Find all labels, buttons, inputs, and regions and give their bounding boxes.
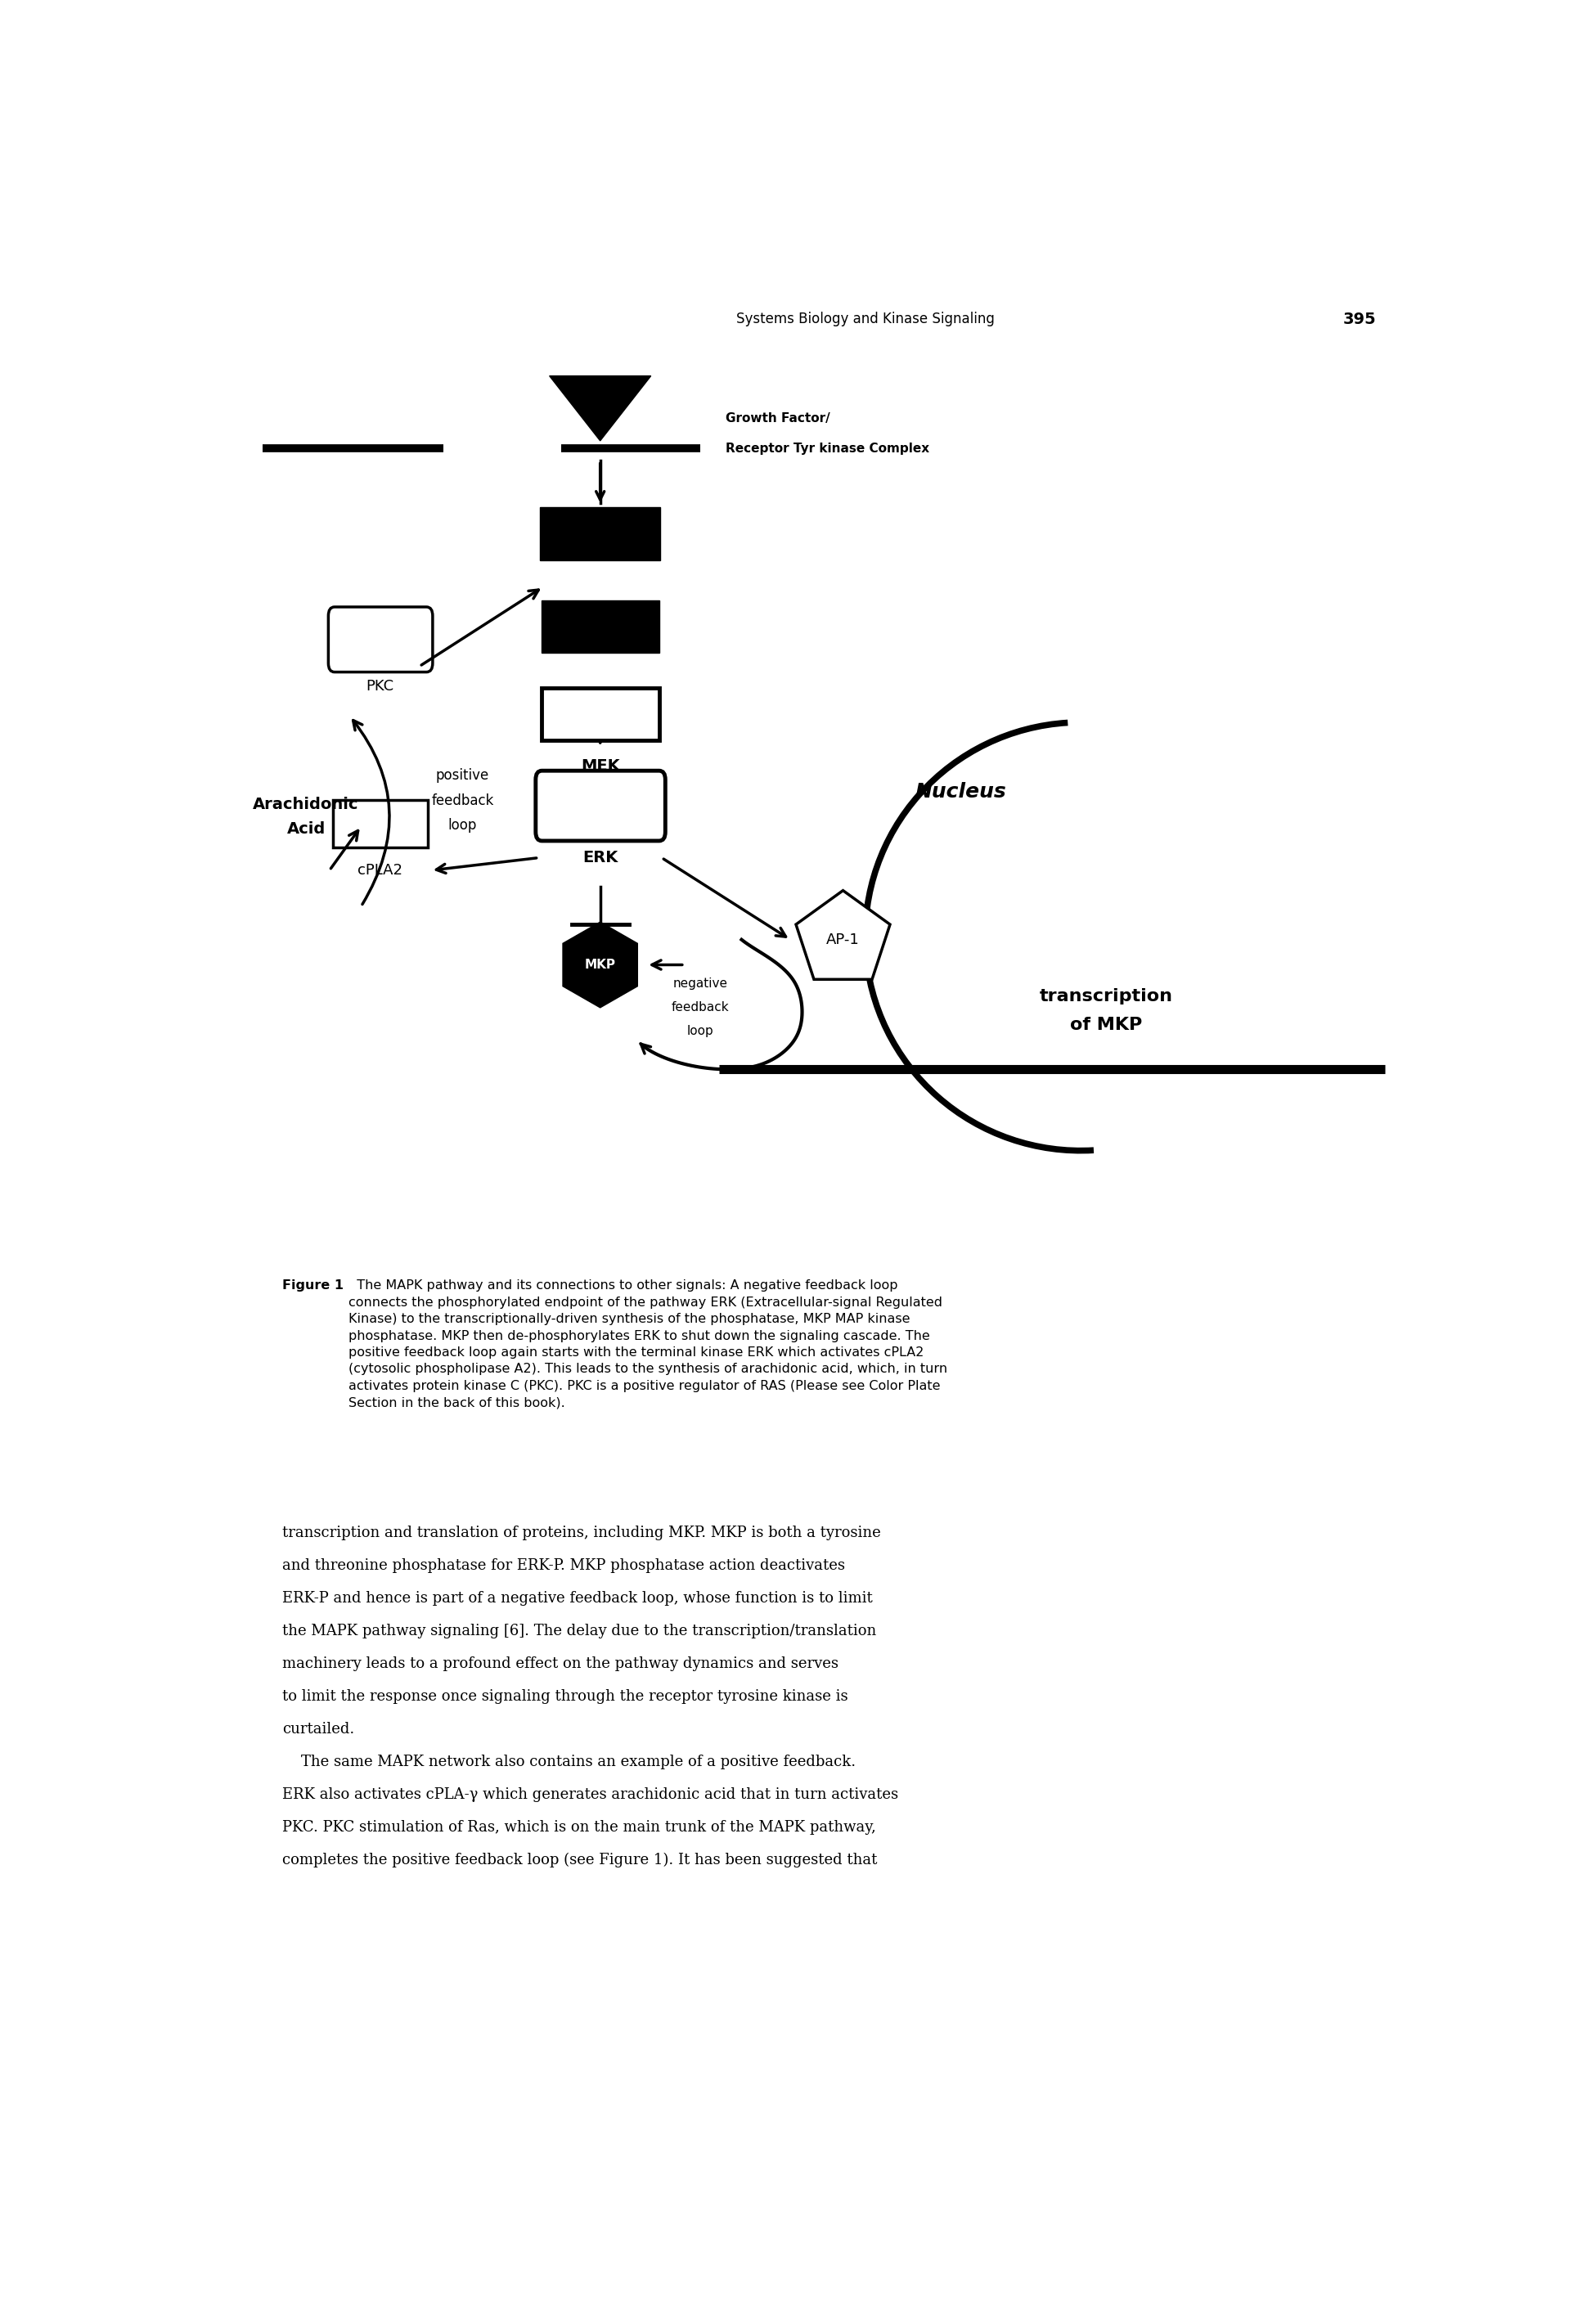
Text: cPLA2: cPLA2 [358,863,402,877]
Text: ERK also activates cPLA-γ which generates arachidonic acid that in turn activate: ERK also activates cPLA-γ which generate… [282,1788,899,1802]
Text: MEK: MEK [581,758,619,775]
Text: positive: positive [436,768,490,784]
Text: AP-1: AP-1 [827,932,860,946]
Text: negative: negative [674,979,728,990]
Text: the MAPK pathway signaling [6]. The delay due to the transcription/translation: the MAPK pathway signaling [6]. The dela… [282,1623,876,1637]
Text: feedback: feedback [672,1002,729,1013]
Text: PKC: PKC [365,679,394,693]
Text: MKP: MKP [584,958,616,972]
Text: PKC. PKC stimulation of Ras, which is on the main trunk of the MAPK pathway,: PKC. PKC stimulation of Ras, which is on… [282,1820,876,1834]
Text: machinery leads to a profound effect on the pathway dynamics and serves: machinery leads to a profound effect on … [282,1656,838,1672]
Text: The MAPK pathway and its connections to other signals: A negative feedback loop
: The MAPK pathway and its connections to … [348,1280,948,1410]
Text: and threonine phosphatase for ERK-P. MKP phosphatase action deactivates: and threonine phosphatase for ERK-P. MKP… [282,1558,844,1572]
Text: loop: loop [448,819,477,833]
Text: completes the positive feedback loop (see Figure 1). It has been suggested that: completes the positive feedback loop (se… [282,1853,876,1867]
FancyBboxPatch shape [543,601,659,652]
Polygon shape [796,890,891,979]
Text: to limit the response once signaling through the receptor tyrosine kinase is: to limit the response once signaling thr… [282,1688,847,1704]
Polygon shape [563,923,637,1009]
FancyBboxPatch shape [332,800,428,846]
Text: transcription and translation of proteins, including MKP. MKP is both a tyrosine: transcription and translation of protein… [282,1526,881,1540]
FancyArrowPatch shape [353,721,389,904]
Text: feedback: feedback [431,793,493,809]
Text: Acid: Acid [287,821,326,837]
FancyBboxPatch shape [543,689,659,740]
Text: ERK-P and hence is part of a negative feedback loop, whose function is to limit: ERK-P and hence is part of a negative fe… [282,1591,873,1605]
Text: ERK: ERK [583,851,618,865]
Text: 395: 395 [1344,311,1376,327]
Text: Figure 1: Figure 1 [282,1280,343,1292]
Text: of MKP: of MKP [1069,1016,1143,1032]
Text: Ras: Ras [586,580,614,594]
FancyBboxPatch shape [329,608,433,673]
Text: Nucleus: Nucleus [915,782,1005,802]
Text: The same MAPK network also contains an example of a positive feedback.: The same MAPK network also contains an e… [282,1755,855,1769]
Text: Raf: Raf [587,670,613,686]
FancyBboxPatch shape [536,770,666,842]
Text: Growth Factor/: Growth Factor/ [726,413,830,424]
Text: Arachidonic: Arachidonic [254,795,359,812]
Polygon shape [549,376,651,441]
FancyBboxPatch shape [539,508,661,561]
Text: curtailed.: curtailed. [282,1723,354,1737]
Text: Receptor Tyr kinase Complex: Receptor Tyr kinase Complex [726,443,929,455]
Text: loop: loop [686,1025,713,1037]
Text: transcription: transcription [1039,988,1173,1004]
Text: Systems Biology and Kinase Signaling: Systems Biology and Kinase Signaling [736,311,994,327]
